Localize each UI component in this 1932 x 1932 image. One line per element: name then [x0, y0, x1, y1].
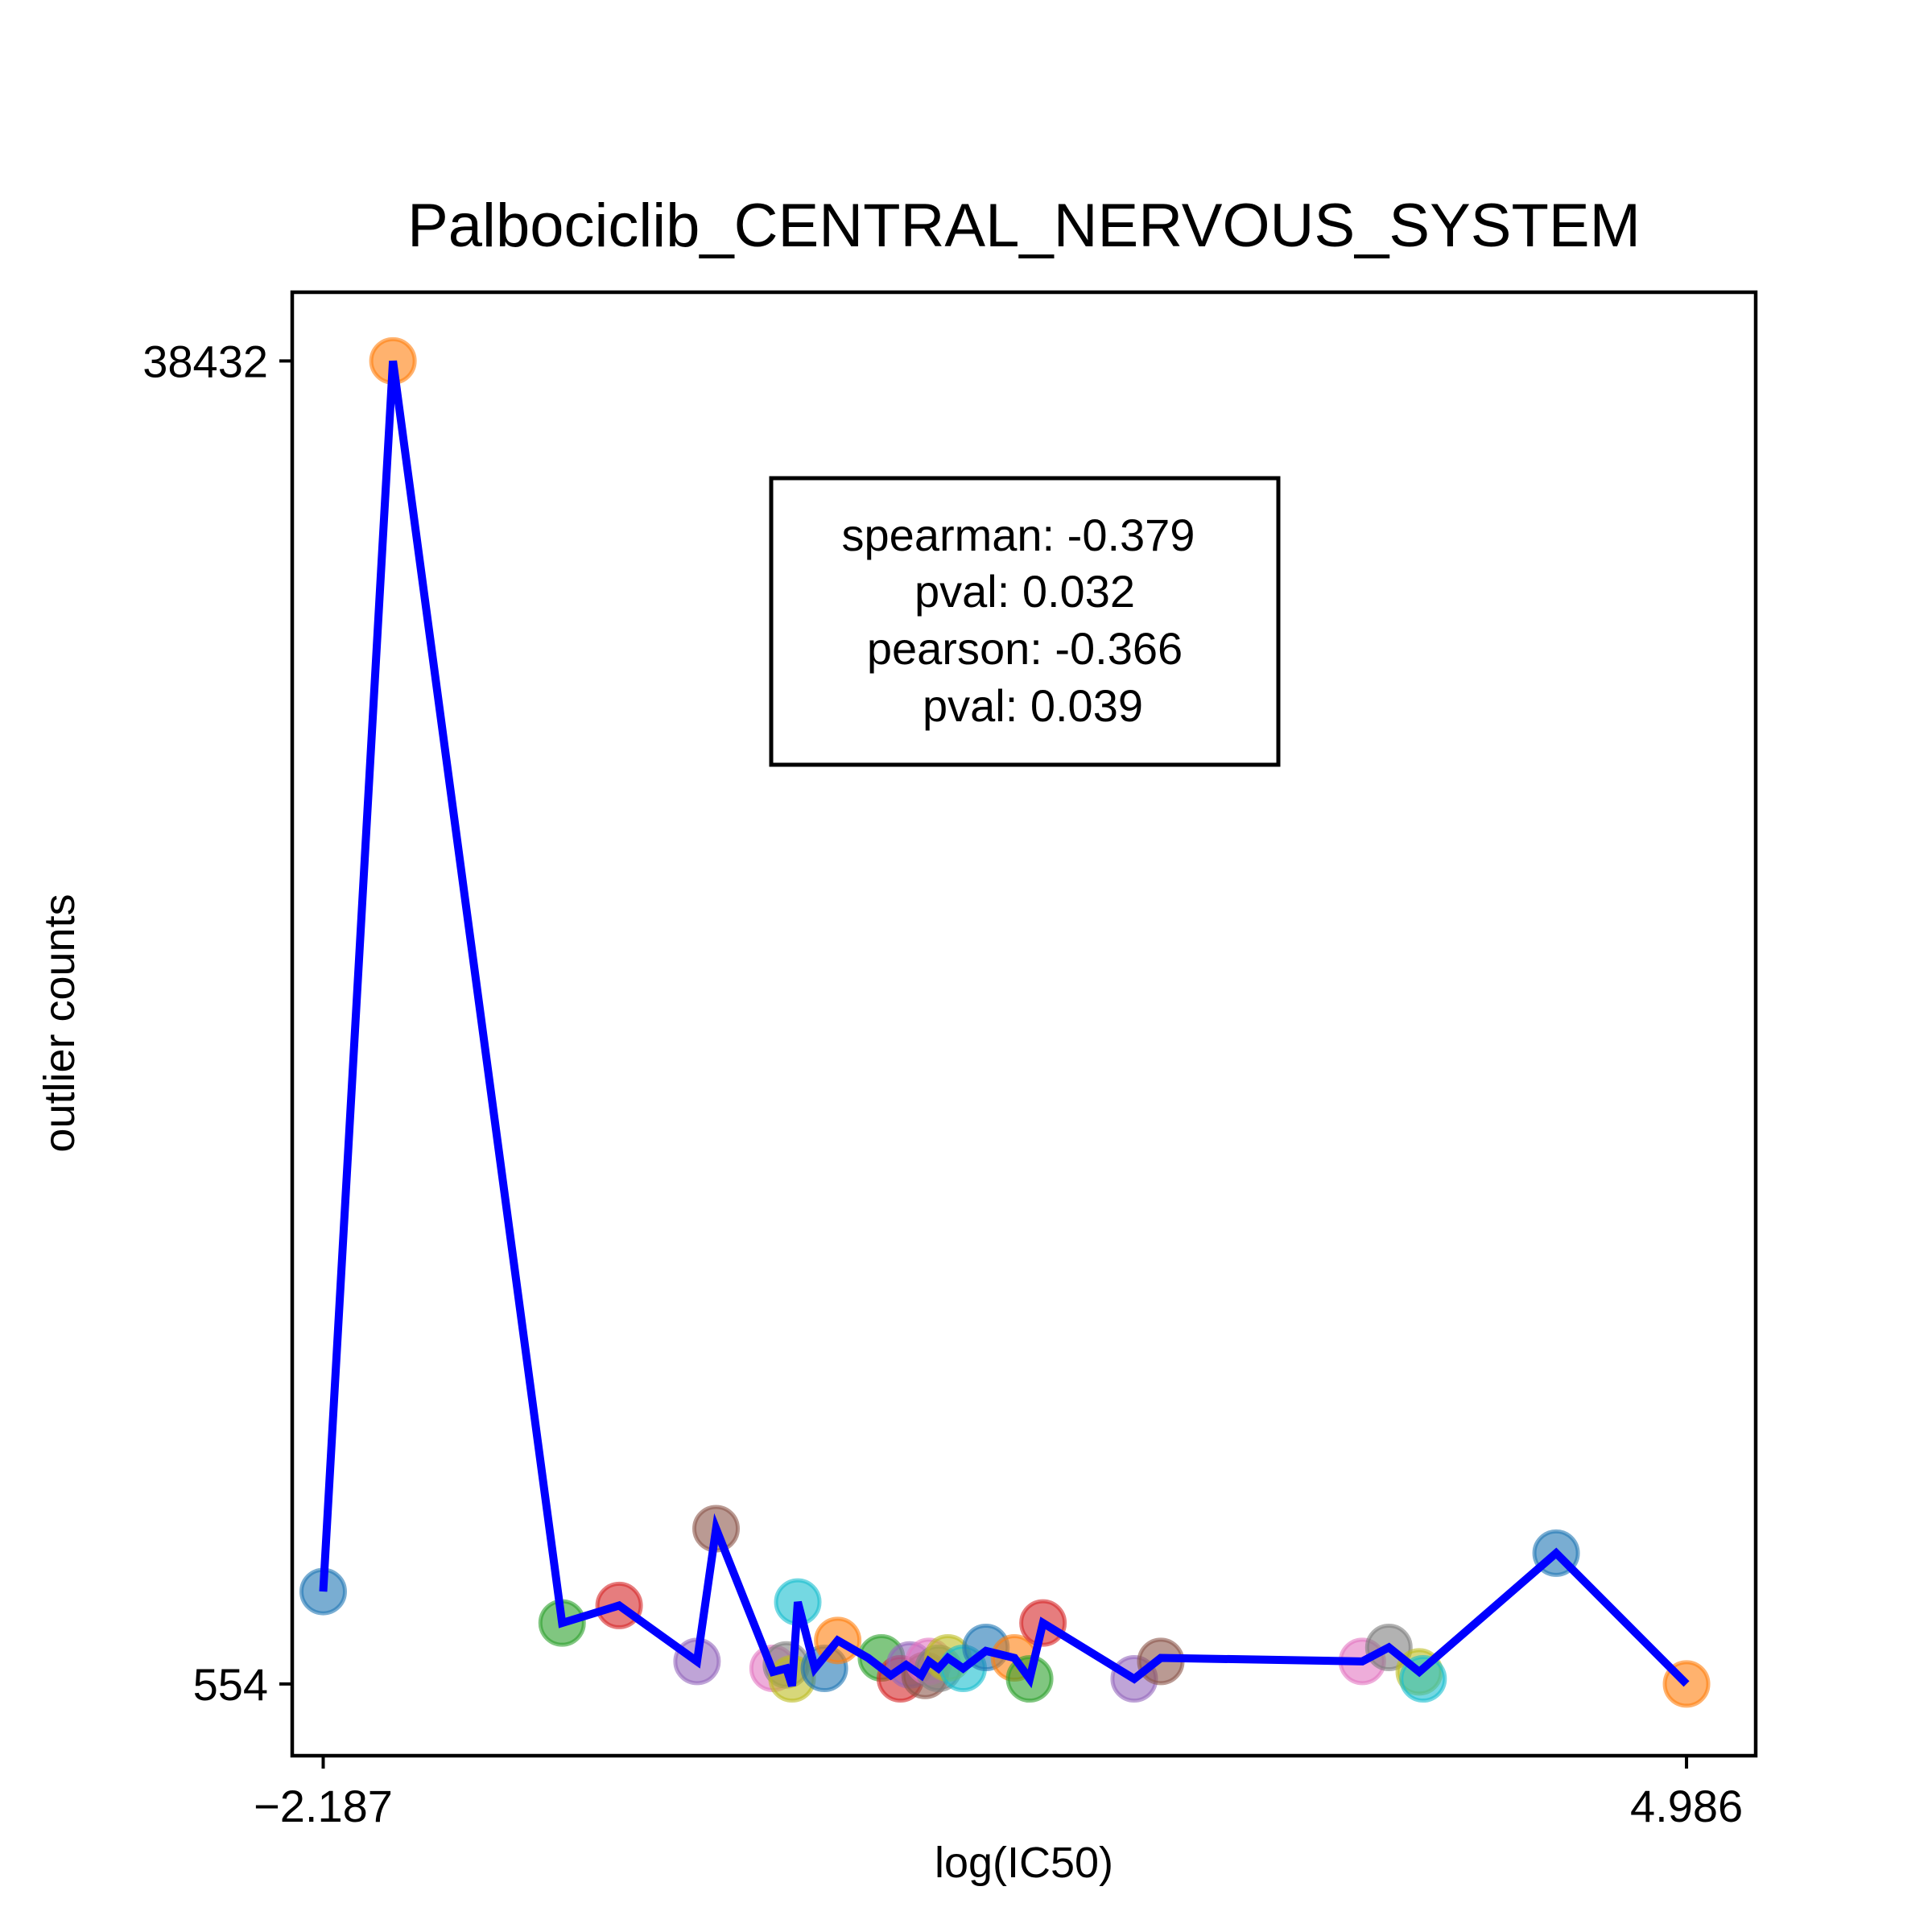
stats-box-frame: [769, 476, 1281, 767]
y-axis-label: outlier counts: [35, 894, 84, 1152]
axes-frame: [290, 290, 1758, 1758]
x-tick-label: −2.187: [254, 1781, 393, 1831]
x-tick-label: 4.986: [1630, 1781, 1743, 1831]
y-tick-label: 554: [193, 1659, 268, 1710]
trend-line: [319, 360, 1690, 1689]
stats-pearson-pval: pval: 0.039: [923, 680, 1143, 731]
x-axis-label: log(IC50): [935, 1839, 1113, 1887]
stats-spearman-pval: pval: 0.032: [914, 566, 1135, 617]
chart-title: Palbociclib_CENTRAL_NERVOUS_SYSTEM: [407, 192, 1641, 260]
y-tick-label: 38432: [142, 336, 268, 386]
stats-spearman: spearman: -0.379: [842, 510, 1195, 560]
stats-annotation-box: spearman: -0.379 pval: 0.032 pearson: -0…: [769, 476, 1281, 767]
axis-ticks: −2.187 4.986 554 38432: [142, 336, 1743, 1831]
stats-pearson: pearson: -0.366: [867, 623, 1183, 674]
plot-area: [299, 336, 1711, 1708]
